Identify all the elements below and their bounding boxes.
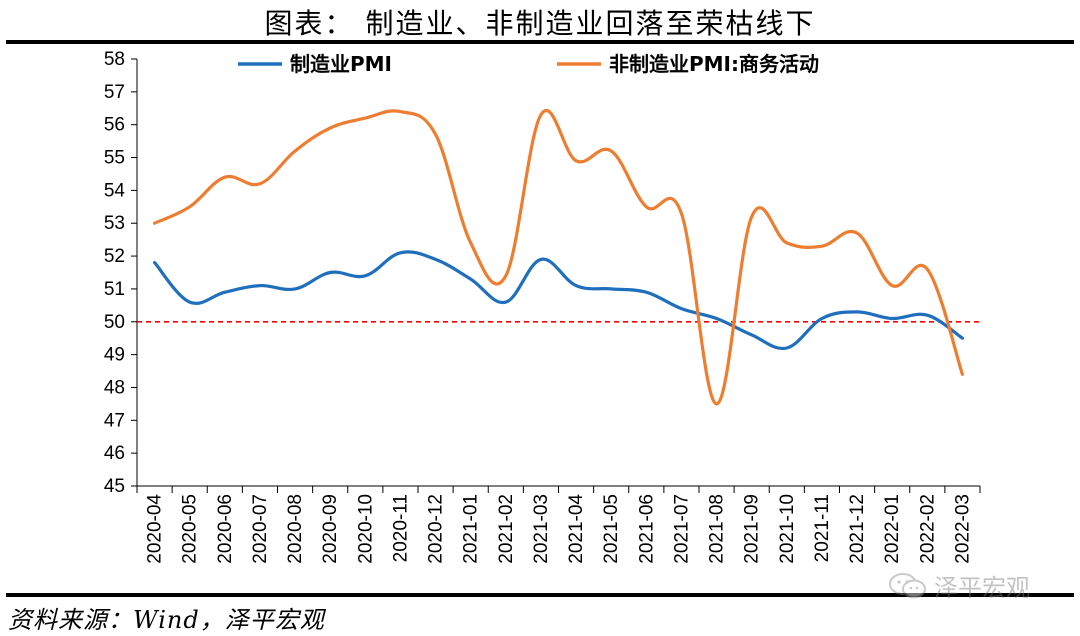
y-tick-label: 46 xyxy=(104,443,125,464)
watermark-text: 泽平宏观 xyxy=(934,574,1030,602)
watermark: 泽平宏观 xyxy=(888,568,1030,603)
legend-label-1: 制造业PMI xyxy=(290,52,392,76)
y-tick-label: 52 xyxy=(104,246,125,267)
series-line-2 xyxy=(153,109,964,406)
x-tick-label: 2021-11 xyxy=(812,494,833,562)
x-tick-label: 2021-05 xyxy=(601,494,622,564)
x-tick-label: 2020-07 xyxy=(250,494,271,564)
y-tick-label: 54 xyxy=(104,180,126,201)
chart-title: 图表： 制造业、非制造业回落至荣枯线下 xyxy=(264,7,816,40)
y-tick-label: 55 xyxy=(104,148,125,169)
y-tick-label: 50 xyxy=(104,312,125,333)
y-tick-label: 57 xyxy=(104,82,125,103)
y-tick-label: 58 xyxy=(104,49,125,70)
series-lines xyxy=(153,109,964,406)
y-tick-label: 47 xyxy=(104,410,125,431)
legend-label-2: 非制造业PMI:商务活动 xyxy=(609,52,819,76)
x-tick-label: 2022-02 xyxy=(917,494,938,564)
x-tick-label: 2021-02 xyxy=(496,494,517,564)
x-tick-label: 2022-03 xyxy=(952,494,973,564)
x-tick-label: 2020-08 xyxy=(285,494,306,564)
y-tick-label: 48 xyxy=(104,377,125,398)
x-tick-label: 2021-01 xyxy=(461,494,482,564)
y-tick-label: 49 xyxy=(104,345,125,366)
x-tick-label: 2021-10 xyxy=(777,494,798,564)
x-tick-label: 2020-05 xyxy=(180,494,201,564)
wechat-icon xyxy=(889,572,926,598)
legend: 制造业PMI 非制造业PMI:商务活动 xyxy=(238,52,819,76)
y-tick-label: 51 xyxy=(104,279,125,300)
x-tick-label: 2020-11 xyxy=(390,494,411,562)
x-tick-label: 2021-09 xyxy=(742,494,763,564)
x-tick-label: 2021-12 xyxy=(847,494,868,564)
y-tick-label: 56 xyxy=(104,115,125,136)
x-tick-label: 2021-03 xyxy=(531,494,552,564)
x-tick-label: 2021-08 xyxy=(707,494,728,564)
x-tick-label: 2021-07 xyxy=(671,494,692,564)
series-line-1 xyxy=(153,250,964,351)
y-tick-label: 53 xyxy=(104,213,125,234)
x-tick-label: 2021-04 xyxy=(566,494,587,564)
x-tick-label: 2020-12 xyxy=(426,494,447,564)
x-tick-label: 2020-09 xyxy=(320,494,341,564)
x-tick-label: 2022-01 xyxy=(882,494,903,564)
y-tick-label: 45 xyxy=(104,476,125,497)
top-rule xyxy=(6,40,1074,44)
x-tick-label: 2020-10 xyxy=(355,494,376,564)
bottom-rule xyxy=(6,593,1074,597)
source-note: 资料来源：Wind，泽平宏观 xyxy=(8,606,325,634)
y-axis: 45 46 47 48 49 50 51 52 53 54 55 56 57 58 xyxy=(104,49,138,497)
x-tick-label: 2021-06 xyxy=(636,494,657,564)
x-tick-label: 2020-04 xyxy=(145,494,166,564)
x-axis: 2020-04 2020-05 2020-06 2020-07 2020-08 2020-… xyxy=(136,485,981,564)
x-tick-label: 2020-06 xyxy=(215,494,236,564)
